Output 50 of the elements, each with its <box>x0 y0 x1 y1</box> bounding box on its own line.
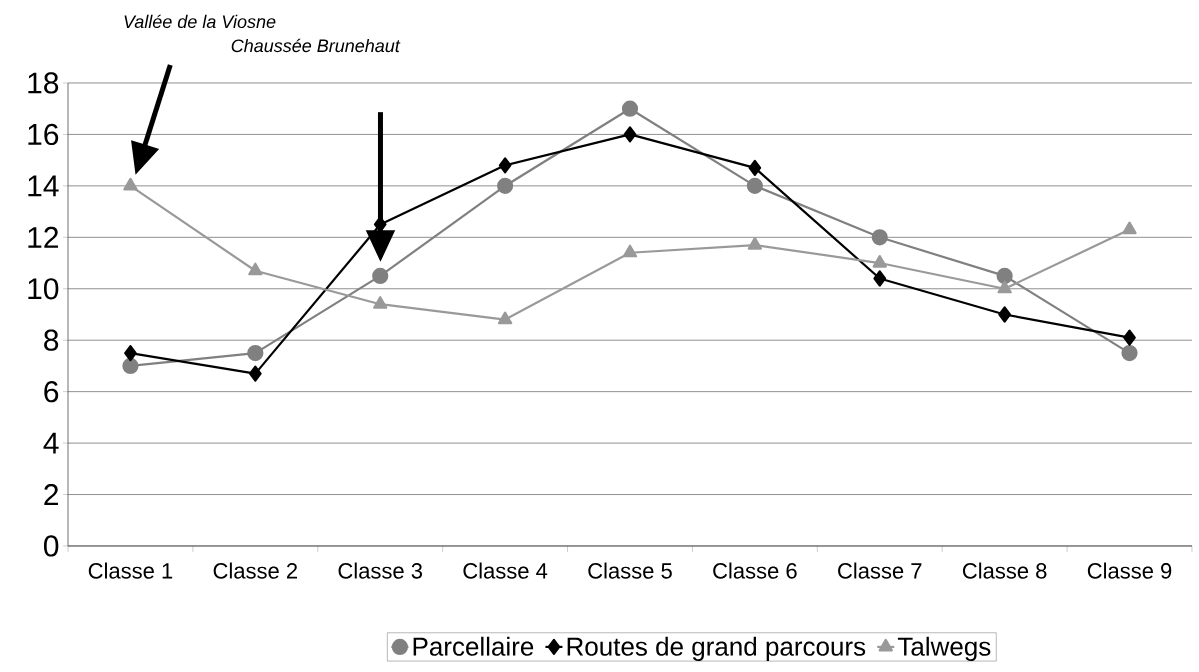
point <box>123 177 138 191</box>
y-tick-label: 0 <box>43 535 59 557</box>
y-tick-label: 18 <box>28 72 59 94</box>
point <box>998 306 1011 323</box>
point <box>623 126 637 143</box>
y-tick-label: 6 <box>44 381 59 403</box>
point <box>1121 344 1138 362</box>
y-tick-label: 2 <box>44 484 58 506</box>
x-tick-label: Classe 9 <box>1087 562 1172 579</box>
point <box>622 244 638 258</box>
point <box>1122 221 1137 235</box>
x-tick-label: Classe 3 <box>338 562 423 579</box>
point <box>873 270 887 287</box>
point <box>1123 329 1136 346</box>
point <box>746 177 763 194</box>
point <box>373 296 388 309</box>
y-tick-label: 8 <box>44 329 59 351</box>
point <box>996 267 1013 284</box>
x-tick-label: Classe 2 <box>213 562 297 579</box>
point <box>747 236 763 250</box>
point <box>997 280 1012 294</box>
y-tick-label: 12 <box>28 226 58 248</box>
point <box>497 311 513 325</box>
point <box>872 254 887 268</box>
point <box>871 229 888 246</box>
point <box>497 177 514 194</box>
legend-label: Talwegs <box>897 636 991 661</box>
x-tick-label: Classe 4 <box>463 562 548 579</box>
x-tick-label: Classe 7 <box>838 562 922 579</box>
point <box>498 157 512 174</box>
text: Chaussée Brunehaut <box>231 38 401 53</box>
y-tick-label: 16 <box>28 123 59 146</box>
point <box>372 267 389 284</box>
legend-label: Routes de grand parcours <box>567 636 866 661</box>
legend-label: Parcellaire <box>413 636 534 656</box>
text: Vallée de la Viosne <box>124 14 276 29</box>
point <box>122 357 139 375</box>
x-tick-label: Classe 8 <box>962 562 1047 579</box>
point <box>621 100 639 117</box>
point <box>248 365 262 382</box>
point <box>247 344 264 362</box>
y-tick-label: 10 <box>28 278 59 300</box>
y-tick-label: 14 <box>28 175 59 197</box>
x-tick-label: Classe 1 <box>88 562 173 579</box>
point <box>748 159 762 176</box>
x-tick-label: Classe 6 <box>713 562 797 579</box>
point <box>248 262 263 276</box>
x-tick-label: Classe 5 <box>588 562 672 579</box>
point <box>124 344 137 362</box>
y-tick-label: 4 <box>43 432 59 454</box>
